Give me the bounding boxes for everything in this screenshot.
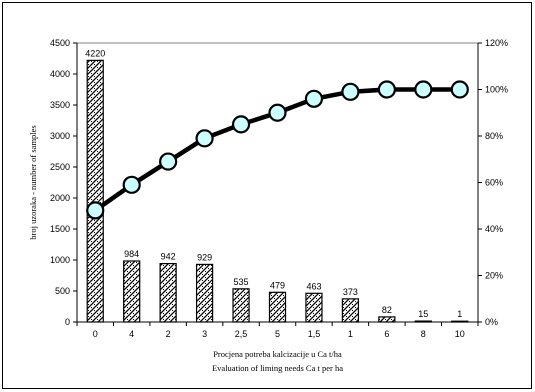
bar xyxy=(86,59,104,323)
line-point xyxy=(304,89,324,108)
y-tick-label: 1000 xyxy=(50,255,70,265)
line-point xyxy=(414,80,433,99)
bar xyxy=(414,320,432,323)
line-point xyxy=(268,103,287,122)
line-point xyxy=(122,175,141,194)
y2-tick-label: 100% xyxy=(485,85,508,95)
x-tick-label: 2,5 xyxy=(235,329,248,339)
bar xyxy=(341,298,360,323)
bar-series xyxy=(86,59,469,323)
y-tick-label: 500 xyxy=(55,286,70,296)
y-tick-label: 1500 xyxy=(50,224,70,234)
x-tick-label: 1,5 xyxy=(308,329,321,339)
bar-data-label: 4220 xyxy=(85,48,105,58)
bar-data-label: 942 xyxy=(161,252,176,262)
bar-data-label: 479 xyxy=(270,280,285,290)
line-point xyxy=(195,129,214,148)
y2-tick-label: 80% xyxy=(485,131,503,141)
x-tick-label: 3 xyxy=(202,329,207,339)
x-tick-label: 0 xyxy=(93,329,98,339)
x-tick-label: 5 xyxy=(275,329,280,339)
bar-data-label: 984 xyxy=(124,249,139,259)
y-tick-label: 3500 xyxy=(50,100,70,110)
line-point xyxy=(450,80,469,99)
bar-data-label: 82 xyxy=(382,305,392,315)
y-tick-label: 2500 xyxy=(50,162,70,172)
line-series xyxy=(86,80,469,220)
y-tick-label: 3000 xyxy=(50,131,70,141)
x-tick-label: 6 xyxy=(384,329,389,339)
line-point xyxy=(341,82,360,101)
line-point xyxy=(86,201,105,220)
y-tick-label: 4000 xyxy=(50,69,70,79)
axes: 0500100015002000250030003500400045000%20… xyxy=(50,38,508,339)
bar xyxy=(268,291,287,323)
y-tick-label: 4500 xyxy=(50,38,70,48)
x-axis-title-line: Procjena potreba kalcizacije u Ca t/ha xyxy=(213,349,342,359)
bar-data-label: 1 xyxy=(457,309,462,319)
bar-data-label: 535 xyxy=(234,277,249,287)
bar xyxy=(195,263,214,323)
line-point xyxy=(159,152,178,171)
bar-data-label: 15 xyxy=(418,309,428,319)
bar xyxy=(451,320,469,323)
x-tick-label: 10 xyxy=(455,329,465,339)
bar-data-label: 373 xyxy=(343,287,358,297)
y2-tick-label: 120% xyxy=(485,38,508,48)
x-tick-label: 8 xyxy=(421,329,426,339)
bar xyxy=(232,288,250,323)
bar-data-label: 929 xyxy=(197,252,212,262)
bar-data-label: 463 xyxy=(306,281,321,291)
y-axis-title: broj uzoraka - number of samples xyxy=(28,125,38,239)
x-tick-label: 2 xyxy=(166,329,171,339)
x-tick-label: 4 xyxy=(129,329,134,339)
y-tick-label: 2000 xyxy=(50,193,70,203)
bar xyxy=(378,316,396,323)
x-tick-label: 1 xyxy=(348,329,353,339)
y-tick-label: 0 xyxy=(65,317,70,327)
line-point xyxy=(231,115,251,134)
bar xyxy=(159,262,177,323)
y2-tick-label: 0% xyxy=(485,317,498,327)
y2-tick-label: 60% xyxy=(485,178,503,188)
y2-tick-label: 40% xyxy=(485,224,503,234)
bar xyxy=(123,260,141,323)
bar xyxy=(305,292,323,323)
line-point xyxy=(377,80,396,99)
x-axis-title-line: Evaluation of liming needs Ca t per ha xyxy=(212,363,343,373)
y2-tick-label: 20% xyxy=(485,271,503,281)
